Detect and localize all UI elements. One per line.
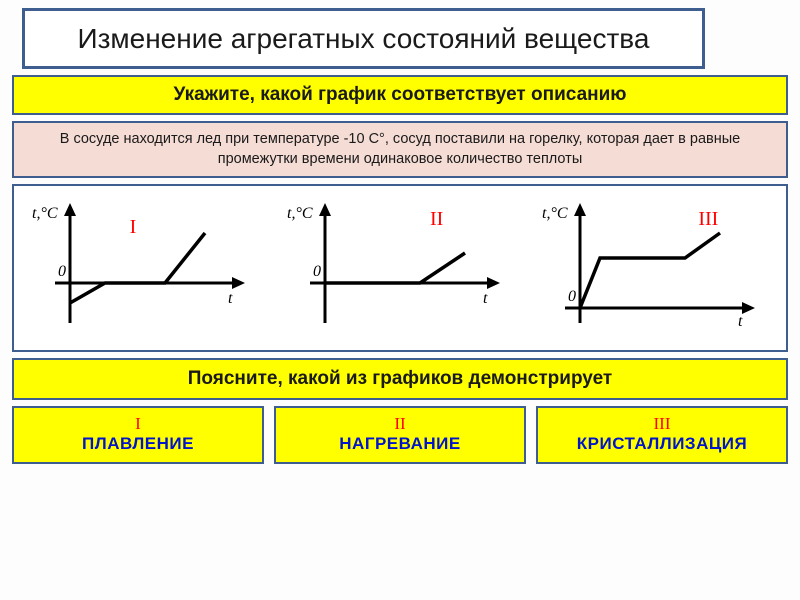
condition-box: В сосуде находится лед при температуре -… (12, 121, 788, 178)
graph-3: t,°C 0 t III (540, 198, 770, 338)
graph-2-roman: II (430, 208, 443, 231)
graphs-container: t,°C 0 t I t,°C 0 t II t,°C 0 t (12, 184, 788, 352)
answer-1: I ПЛАВЛЕНИЕ (12, 406, 264, 464)
answer-3-word: КРИСТАЛЛИЗАЦИЯ (577, 434, 747, 453)
answer-2-roman: II (282, 414, 518, 434)
graph-1-roman: I (130, 216, 137, 239)
answer-2: II НАГРЕВАНИЕ (274, 406, 526, 464)
graph-1: t,°C 0 t I (30, 198, 260, 338)
graph-3-curve (580, 233, 720, 308)
graph-1-curve (70, 233, 205, 303)
x-axis-label: t (483, 290, 488, 307)
y-axis-label: t,°C (287, 205, 313, 222)
y-axis-label: t,°C (542, 205, 568, 222)
instruction-box: Укажите, какой график соответствует опис… (12, 75, 788, 115)
origin-label: 0 (568, 288, 576, 305)
x-axis-label: t (228, 290, 233, 307)
answer-3-roman: III (544, 414, 780, 434)
answer-3: III КРИСТАЛЛИЗАЦИЯ (536, 406, 788, 464)
graph-2-curve (325, 253, 465, 283)
answer-1-word: ПЛАВЛЕНИЕ (82, 434, 194, 453)
x-axis-label: t (738, 313, 743, 330)
graph-2: t,°C 0 t II (285, 198, 515, 338)
y-axis-label: t,°C (32, 205, 58, 222)
answer-1-roman: I (20, 414, 256, 434)
question2-box: Поясните, какой из графиков демонстрируе… (12, 358, 788, 400)
answers-row: I ПЛАВЛЕНИЕ II НАГРЕВАНИЕ III КРИСТАЛЛИЗ… (12, 406, 788, 464)
answer-2-word: НАГРЕВАНИЕ (339, 434, 460, 453)
origin-label: 0 (58, 263, 66, 280)
main-title: Изменение агрегатных состояний вещества (22, 8, 705, 69)
origin-label: 0 (313, 263, 321, 280)
graph-3-roman: III (698, 208, 718, 231)
